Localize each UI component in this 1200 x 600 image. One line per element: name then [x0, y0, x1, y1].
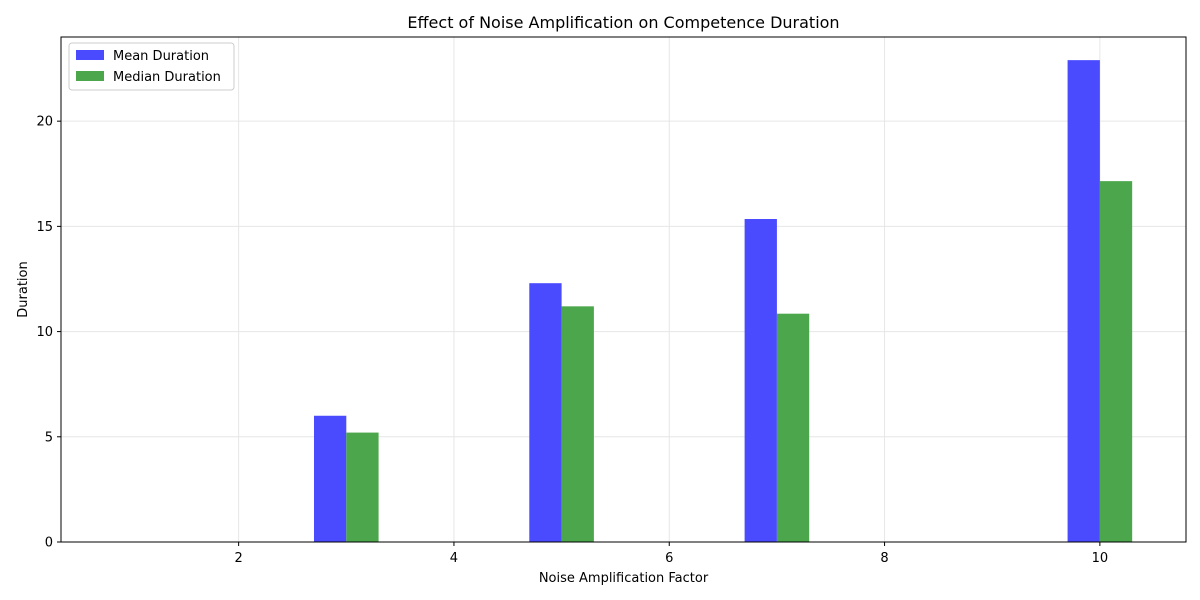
x-tick-label: 6 — [665, 551, 673, 566]
y-tick-label: 15 — [36, 220, 53, 235]
legend-swatch — [76, 71, 104, 81]
chart-title: Effect of Noise Amplification on Compete… — [407, 13, 839, 32]
median-duration-bar — [561, 306, 594, 542]
bars — [313, 60, 1133, 542]
mean-duration-bar — [1067, 60, 1100, 542]
x-axis-ticks: 2 4 6 8 10 — [234, 542, 1108, 566]
y-tick-label: 10 — [36, 325, 53, 340]
axes-frame — [60, 36, 1187, 543]
x-tick-label: 2 — [234, 551, 242, 566]
legend-label: Mean Duration — [113, 49, 209, 64]
median-duration-bar — [1099, 181, 1133, 542]
x-tick-label: 8 — [880, 551, 888, 566]
legend: Mean Duration Median Duration — [68, 42, 235, 91]
mean-duration-bar — [313, 415, 347, 542]
y-axis-ticks: 0 5 10 15 20 — [36, 115, 61, 551]
y-tick-label: 20 — [36, 115, 53, 130]
legend-box — [68, 42, 235, 91]
legend-swatch — [76, 50, 104, 60]
x-tick-label: 10 — [1092, 551, 1109, 566]
mean-duration-bar — [529, 283, 562, 542]
mean-duration-bar — [744, 219, 777, 542]
y-axis-label: Duration — [16, 261, 31, 317]
y-tick-label: 0 — [45, 536, 53, 551]
legend-label: Median Duration — [113, 70, 221, 85]
x-tick-label: 4 — [450, 551, 458, 566]
x-axis-label: Noise Amplification Factor — [539, 571, 709, 586]
y-tick-label: 5 — [45, 430, 53, 445]
median-duration-bar — [776, 313, 810, 542]
median-duration-bar — [346, 432, 379, 542]
